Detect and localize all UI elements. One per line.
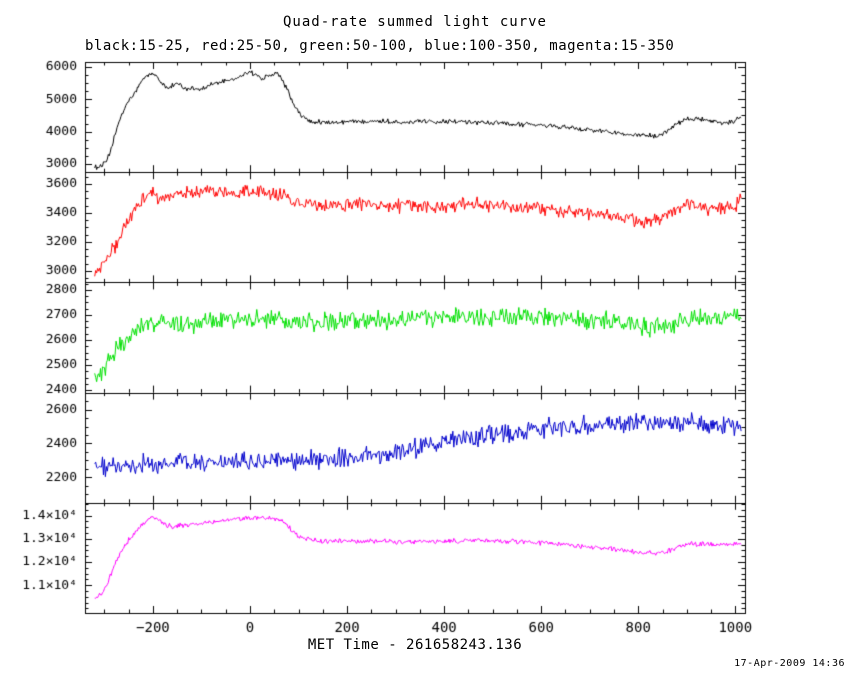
- chart-subtitle: black:15-25, red:25-50, green:50-100, bl…: [85, 38, 675, 54]
- timestamp: 17-Apr-2009 14:36: [734, 658, 845, 669]
- chart-title: Quad-rate summed light curve: [282, 14, 547, 30]
- x-axis-label: MET Time - 261658243.136: [307, 637, 523, 653]
